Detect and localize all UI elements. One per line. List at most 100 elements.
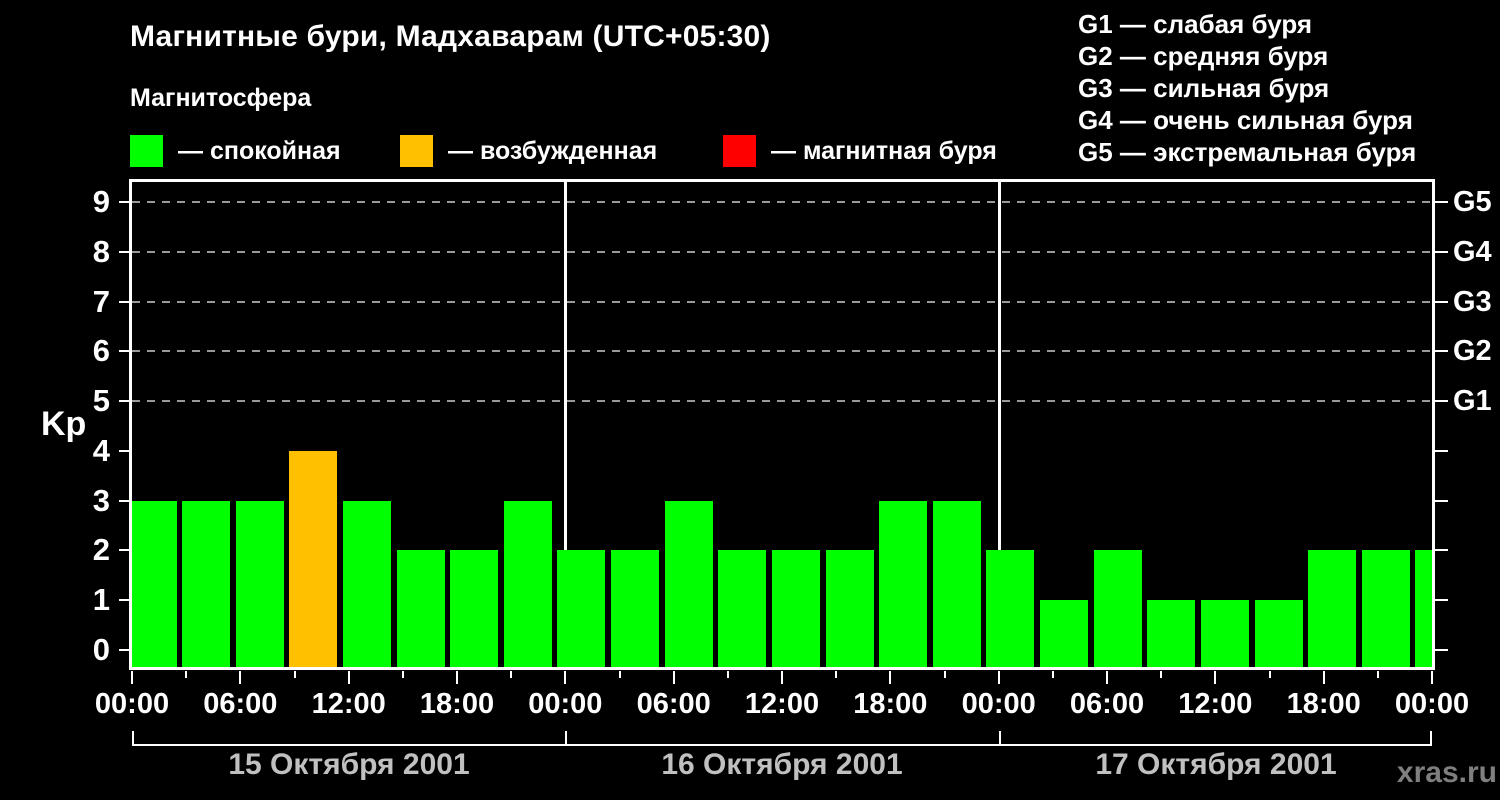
kp-bar — [986, 550, 1035, 667]
right-axis-tick — [1435, 549, 1448, 552]
kp-bar — [1093, 550, 1142, 667]
x-axis-tick-major — [1322, 671, 1325, 684]
legend-label-quiet: — спокойная — [178, 137, 341, 165]
right-axis-tick — [1435, 350, 1448, 353]
right-axis-tick — [1435, 449, 1448, 452]
x-axis-tick-major — [889, 671, 892, 684]
y-tick-label: 4 — [92, 432, 110, 468]
y-axis-tick — [119, 649, 132, 651]
gridline-kp8 — [132, 250, 1432, 253]
chart-subtitle: Магнитосфера — [130, 84, 312, 112]
x-tick-label: 06:00 — [636, 688, 711, 720]
x-axis-tick-minor — [401, 671, 404, 678]
right-axis-tick — [1435, 499, 1448, 502]
x-axis-tick-major — [672, 671, 675, 684]
date-label-day1: 15 Октября 2001 — [228, 748, 470, 781]
y-tick-label: 7 — [92, 283, 110, 319]
kp-bar — [825, 550, 874, 667]
kp-bar — [557, 550, 606, 667]
kp-bar — [664, 500, 713, 667]
legend-label-excited: — возбужденная — [448, 137, 658, 165]
x-axis-tick-minor — [1268, 671, 1271, 678]
x-axis-tick-major — [1106, 671, 1108, 684]
g-axis-label: G5 — [1453, 185, 1492, 218]
y-axis-tick — [119, 549, 132, 552]
y-tick-label: 8 — [92, 233, 110, 269]
x-tick-label: 00:00 — [961, 688, 1036, 720]
legend-item-storm: — магнитная буря — [723, 135, 997, 167]
x-axis-tick-major — [131, 671, 133, 684]
kp-bar — [289, 450, 338, 667]
x-axis-tick-major — [456, 671, 458, 684]
x-axis-tick-major — [347, 671, 350, 684]
x-axis-tick-minor — [726, 671, 729, 678]
day-separator — [997, 182, 1001, 667]
kp-bar — [1040, 600, 1089, 667]
y-axis-tick — [119, 250, 132, 253]
right-axis-tick — [1435, 300, 1448, 303]
right-axis-tick — [1435, 599, 1448, 602]
y-axis-tick — [119, 449, 132, 452]
kp-bar — [771, 550, 820, 667]
plot-area — [129, 179, 1435, 670]
date-bracket-riser — [565, 731, 568, 746]
kp-bar — [396, 550, 445, 667]
kp-bar — [182, 500, 231, 667]
y-axis-tick — [119, 400, 132, 403]
kp-bar — [235, 500, 284, 667]
kp-bar — [718, 550, 767, 667]
right-axis-tick — [1435, 400, 1448, 403]
y-axis-tick — [119, 300, 132, 303]
kp-bar — [879, 500, 928, 667]
g-scale-row: G3 — сильная буря — [1078, 73, 1330, 103]
x-axis-tick-minor — [510, 671, 513, 678]
x-tick-label: 18:00 — [419, 688, 495, 720]
g-axis-label: G1 — [1453, 385, 1492, 418]
g-scale-row: G1 — слабая буря — [1078, 9, 1313, 39]
x-tick-label: 06:00 — [203, 688, 278, 720]
x-axis-tick-minor — [1376, 671, 1379, 678]
x-tick-label: 12:00 — [1178, 688, 1253, 720]
x-axis-tick-minor — [1051, 671, 1054, 678]
x-axis-tick-minor — [943, 671, 946, 678]
y-tick-label: 5 — [92, 383, 110, 419]
kp-bar — [1254, 600, 1303, 667]
y-tick-label: 6 — [92, 333, 110, 369]
right-axis-tick — [1435, 649, 1448, 651]
storm-color-swatch — [723, 135, 756, 167]
y-axis-tick — [119, 499, 132, 502]
x-tick-label: 00:00 — [94, 688, 170, 720]
kp-bar — [450, 550, 499, 667]
legend-item-excited: — возбужденная — [400, 135, 657, 167]
y-axis-title: Kp — [41, 405, 87, 443]
g-scale-row: G5 — экстремальная буря — [1078, 137, 1417, 167]
x-axis-tick-minor — [293, 671, 296, 678]
gridline-kp7 — [132, 300, 1432, 303]
date-label-day3: 17 Октября 2001 — [1095, 748, 1337, 781]
kp-bar — [503, 500, 552, 667]
g-scale-row: G4 — очень сильная буря — [1078, 105, 1413, 135]
date-bracket — [132, 744, 1432, 746]
x-tick-label: 12:00 — [744, 688, 820, 720]
chart-title: Магнитные бури, Мадхаварам (UTC+05:30) — [130, 20, 771, 53]
kp-bar — [342, 500, 391, 667]
x-tick-label: 12:00 — [311, 688, 386, 720]
kp-bar — [1361, 550, 1410, 667]
y-tick-label: 1 — [92, 582, 110, 618]
x-tick-label: 00:00 — [1394, 688, 1470, 720]
x-axis-tick-minor — [835, 671, 838, 678]
x-axis-tick-major — [1431, 671, 1433, 684]
date-label-day2: 16 Октября 2001 — [661, 748, 903, 781]
x-tick-label: 18:00 — [853, 688, 928, 720]
kp-bar — [1415, 550, 1432, 667]
kp-bar — [1308, 550, 1357, 667]
date-bracket-riser — [1430, 731, 1432, 746]
date-bracket-riser — [998, 731, 1001, 746]
right-axis-tick — [1435, 200, 1448, 203]
y-axis-tick — [119, 350, 132, 353]
x-axis-tick-minor — [1160, 671, 1163, 678]
right-axis-tick — [1435, 250, 1448, 253]
kp-bar — [932, 500, 981, 667]
y-tick-label: 0 — [92, 632, 110, 667]
y-axis-tick — [119, 200, 132, 203]
